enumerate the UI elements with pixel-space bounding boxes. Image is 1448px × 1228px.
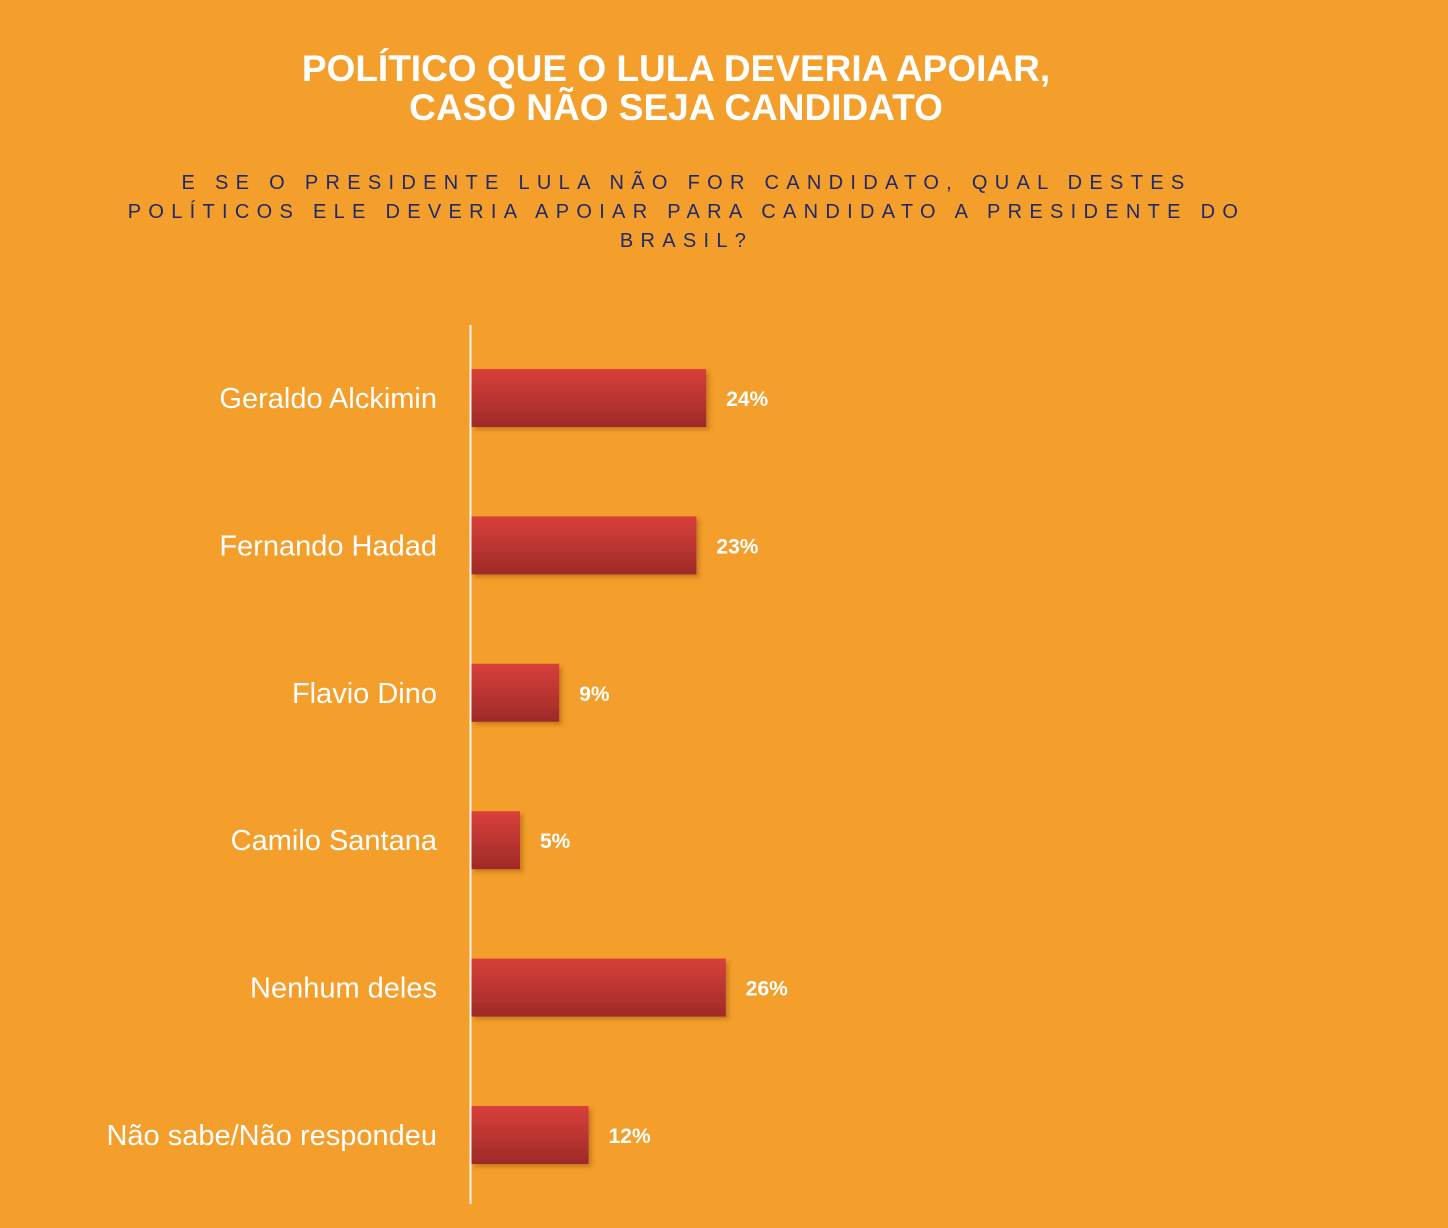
chart-subtitle: E SE O PRESIDENTE LULA NÃO FOR CANDIDATO… [100,169,1273,256]
bar-6 [471,1106,589,1164]
chart-title-line-2: CASO NÃO SEJA CANDIDATO [409,87,943,128]
category-label-6: Não sabe/Não respondeu [106,1120,437,1152]
subtitle-line-3: BRASIL? [619,230,754,252]
category-label-5: Nenhum deles [250,973,437,1005]
bar-3 [471,663,560,722]
category-label-3: Flavio Dino [292,678,437,710]
value-label-2: 23% [716,535,758,558]
subtitle-line-1: E SE O PRESIDENTE LULA NÃO FOR CANDIDATO… [181,172,1192,194]
bar-1 [471,369,707,427]
category-label-1: Geraldo Alckimin [219,383,437,415]
category-label-2: Fernando Hadad [219,530,437,562]
bar-4 [471,811,520,870]
bars-group: Geraldo Alckimin 24% Fernando Hadad 23% Flav… [106,369,788,1164]
category-label-4: Camilo Santana [231,825,438,857]
value-label-5: 26% [746,978,788,1001]
value-label-6: 12% [609,1125,651,1148]
bar-5 [471,958,726,1017]
value-label-1: 24% [726,388,768,411]
value-label-3: 9% [579,683,610,706]
value-label-4: 5% [540,830,571,853]
bar-2 [471,516,697,575]
chart-title-line-1: POLÍTICO QUE O LULA DEVERIA APOIAR, [301,48,1051,89]
subtitle-line-2: POLÍTICOS ELE DEVERIA APOIAR PARA CANDID… [127,201,1246,223]
